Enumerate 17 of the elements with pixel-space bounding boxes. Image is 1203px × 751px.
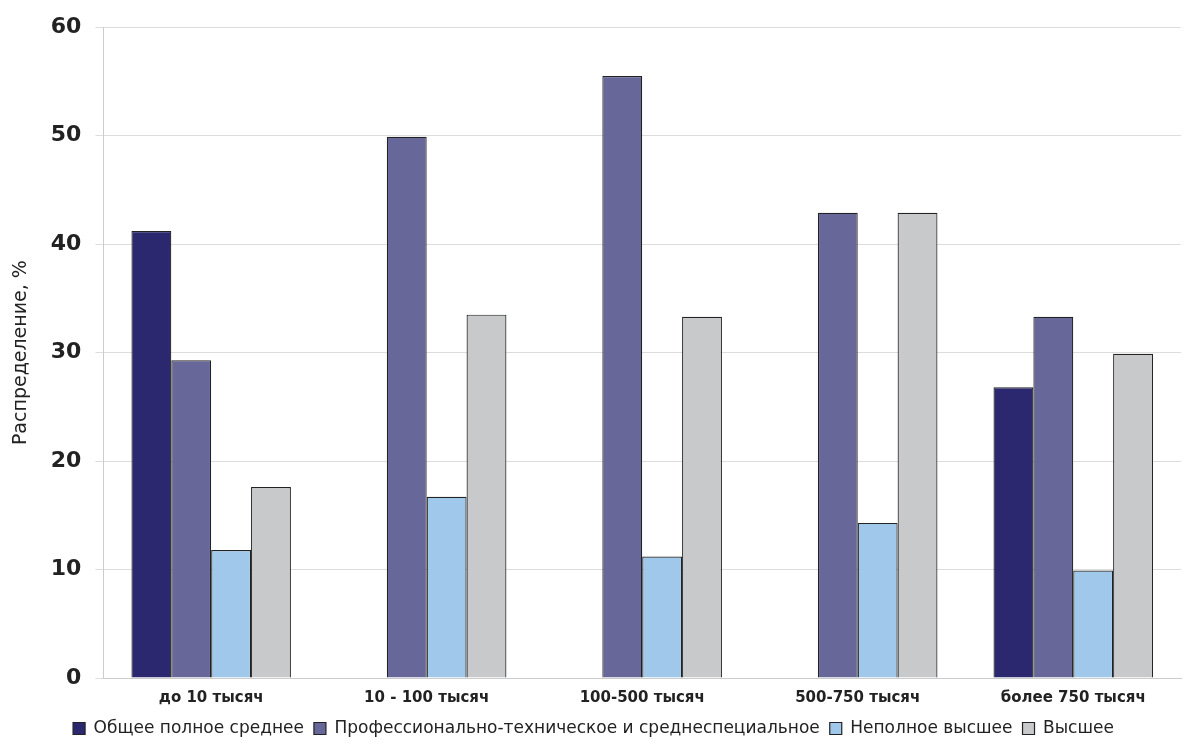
- y-tick-label: 40: [50, 229, 82, 255]
- y-tick-label: 0: [66, 663, 82, 689]
- legend-label: Высшее: [1043, 716, 1114, 737]
- x-tick-label: 100-500 тысяч: [579, 687, 705, 706]
- x-tick-label: 10 - 100 тысяч: [364, 687, 490, 706]
- y-axis-title: Распределение, %: [8, 260, 31, 446]
- legend-label: Общее полное среднее: [93, 716, 304, 737]
- y-tick-label: 50: [50, 121, 82, 147]
- legend-label: Неполное высшее: [850, 716, 1013, 737]
- y-tick-label: 20: [50, 446, 82, 472]
- x-tick-label: до 10 тысяч: [158, 687, 264, 706]
- y-tick-label: 60: [50, 12, 82, 38]
- y-tick-label: 30: [50, 338, 82, 364]
- y-tick-label: 10: [50, 555, 82, 581]
- legend-label: Профессионально-техническое и среднеспециальное: [334, 716, 820, 737]
- x-tick-label: 500-750 тысяч: [795, 687, 921, 706]
- x-tick-label: более 750 тысяч: [1000, 687, 1146, 706]
